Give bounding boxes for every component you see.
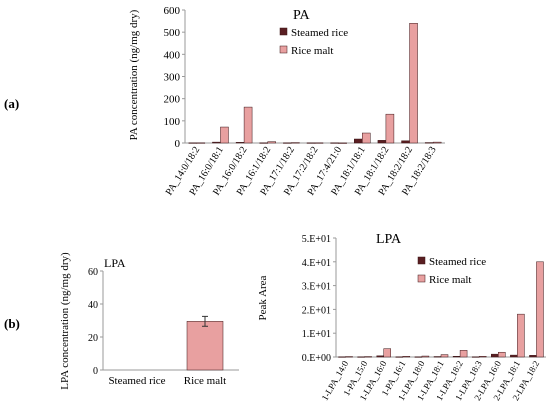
chartC-bar-malt	[498, 351, 506, 358]
chart-pa-ylabel: PA concentration (ng/mg dry)	[128, 9, 140, 140]
chartA-ytick-label: 300	[164, 72, 181, 84]
chartC-ytick-label: 5.E+01	[302, 234, 331, 245]
chartC-bar-steamed	[529, 355, 537, 358]
chartC-bar-malt	[517, 313, 525, 358]
chartC-bar-malt	[478, 356, 487, 358]
chartA-bar-steamed	[330, 142, 339, 144]
chartA-ytick-label: 500	[164, 27, 181, 39]
chartA-bar-malt	[385, 113, 395, 144]
chartC-legend-swatch	[417, 274, 426, 283]
chart-lpa-peak-ylabel: Peak Area	[257, 275, 269, 320]
chartA-bar-steamed	[424, 142, 434, 144]
chartA-bar-steamed	[401, 140, 410, 144]
chartC-legend-swatch	[417, 256, 426, 265]
chartB-ytick-label: 20	[88, 333, 98, 344]
chart-lpa-ylabel: LPA concentration (ng/mg dry)	[59, 252, 71, 390]
chartA-ytick-label: 0	[175, 138, 181, 150]
chartA-bar-steamed	[259, 142, 268, 144]
chartC-bar-steamed	[395, 356, 404, 358]
chartA-bar-steamed	[306, 142, 316, 144]
chartC-bar-steamed	[414, 356, 423, 358]
chartA-legend-label: Steamed rice	[291, 27, 348, 39]
chartA-bar-steamed	[212, 141, 221, 144]
chart-pa-title: PA	[293, 8, 311, 23]
chartC-bar-steamed	[471, 356, 480, 358]
chartA-bar-malt	[291, 142, 300, 144]
chart-pa: PA PA concentration (ng/mg dry) PA_14:0/…	[128, 5, 445, 197]
chartC-bar-malt	[402, 356, 411, 358]
chartA-bar-malt	[338, 142, 347, 144]
chartA-ytick-label: 200	[164, 94, 181, 106]
chartB-ytick-label: 40	[88, 300, 98, 311]
chartA-legend-swatch	[279, 27, 288, 36]
chartC-bar-steamed	[376, 355, 384, 358]
chart-lpa-peak-area: LPA Peak Area 1-LPA_14:01-PA_15:01-LPA_1…	[257, 232, 546, 402]
chartC-bar-steamed	[491, 353, 499, 358]
chartA-bar-malt	[196, 142, 206, 144]
chartC-bar-steamed	[338, 356, 346, 358]
chartB-xtick-label: Rice malt	[184, 375, 226, 387]
chartA-bar-malt	[362, 132, 371, 144]
chartB-ytick-label: 60	[88, 267, 98, 278]
chartC-bar-malt	[345, 356, 353, 358]
chartA-bar-malt	[314, 142, 324, 144]
panel-label-a: (a)	[4, 96, 20, 111]
chartC-ytick-label: 0.E+00	[302, 353, 331, 364]
chartA-bar-steamed	[235, 142, 245, 144]
chartA-legend-label: Rice malt	[291, 45, 333, 57]
chart-lpa-concentration: LPA LPA concentration (ng/mg dry) Steame…	[59, 252, 239, 390]
chartC-ytick-label: 3.E+01	[302, 282, 331, 293]
chartC-bar-steamed	[357, 356, 365, 358]
chartA-bar-steamed	[377, 140, 387, 144]
chartC-bar-steamed	[452, 356, 461, 358]
chartC-bar-malt	[421, 355, 430, 358]
chartC-bar-malt	[536, 261, 544, 358]
chartA-ytick-label: 600	[164, 5, 181, 17]
chartC-legend-label: Steamed rice	[429, 256, 486, 268]
chartC-ytick-label: 4.E+01	[302, 258, 331, 269]
panel-label-b: (b)	[4, 316, 20, 331]
chart-lpa-title: LPA	[104, 256, 126, 270]
chartB-bar	[186, 321, 224, 371]
chartC-ytick-label: 1.E+01	[302, 329, 331, 340]
chartA-bar-steamed	[354, 138, 363, 144]
chartB-xtick-label: Steamed rice	[108, 375, 165, 387]
chartA-bar-steamed	[188, 142, 198, 144]
chartA-ytick-label: 400	[164, 49, 181, 61]
chartA-bar-malt	[409, 23, 418, 144]
chartC-bar-malt	[459, 350, 468, 358]
chartA-bar-malt	[267, 141, 276, 144]
chartC-bar-malt	[364, 356, 372, 358]
chartA-legend-swatch	[279, 45, 288, 54]
chartA-bar-malt	[432, 141, 442, 144]
chartC-ytick-label: 2.E+01	[302, 305, 331, 316]
chartC-legend-label: Rice malt	[429, 274, 471, 286]
chartA-ytick-label: 100	[164, 116, 181, 128]
chartC-bar-steamed	[510, 354, 518, 358]
chartC-bar-malt	[383, 348, 391, 358]
chartB-ytick-label: 0	[93, 366, 98, 377]
chartA-bar-malt	[220, 126, 229, 144]
chartC-bar-malt	[440, 354, 449, 358]
chart-lpa-peak-title: LPA	[376, 232, 402, 247]
chartA-bar-malt	[243, 106, 253, 144]
chartA-bar-steamed	[283, 142, 292, 144]
chartC-bar-steamed	[433, 356, 442, 358]
